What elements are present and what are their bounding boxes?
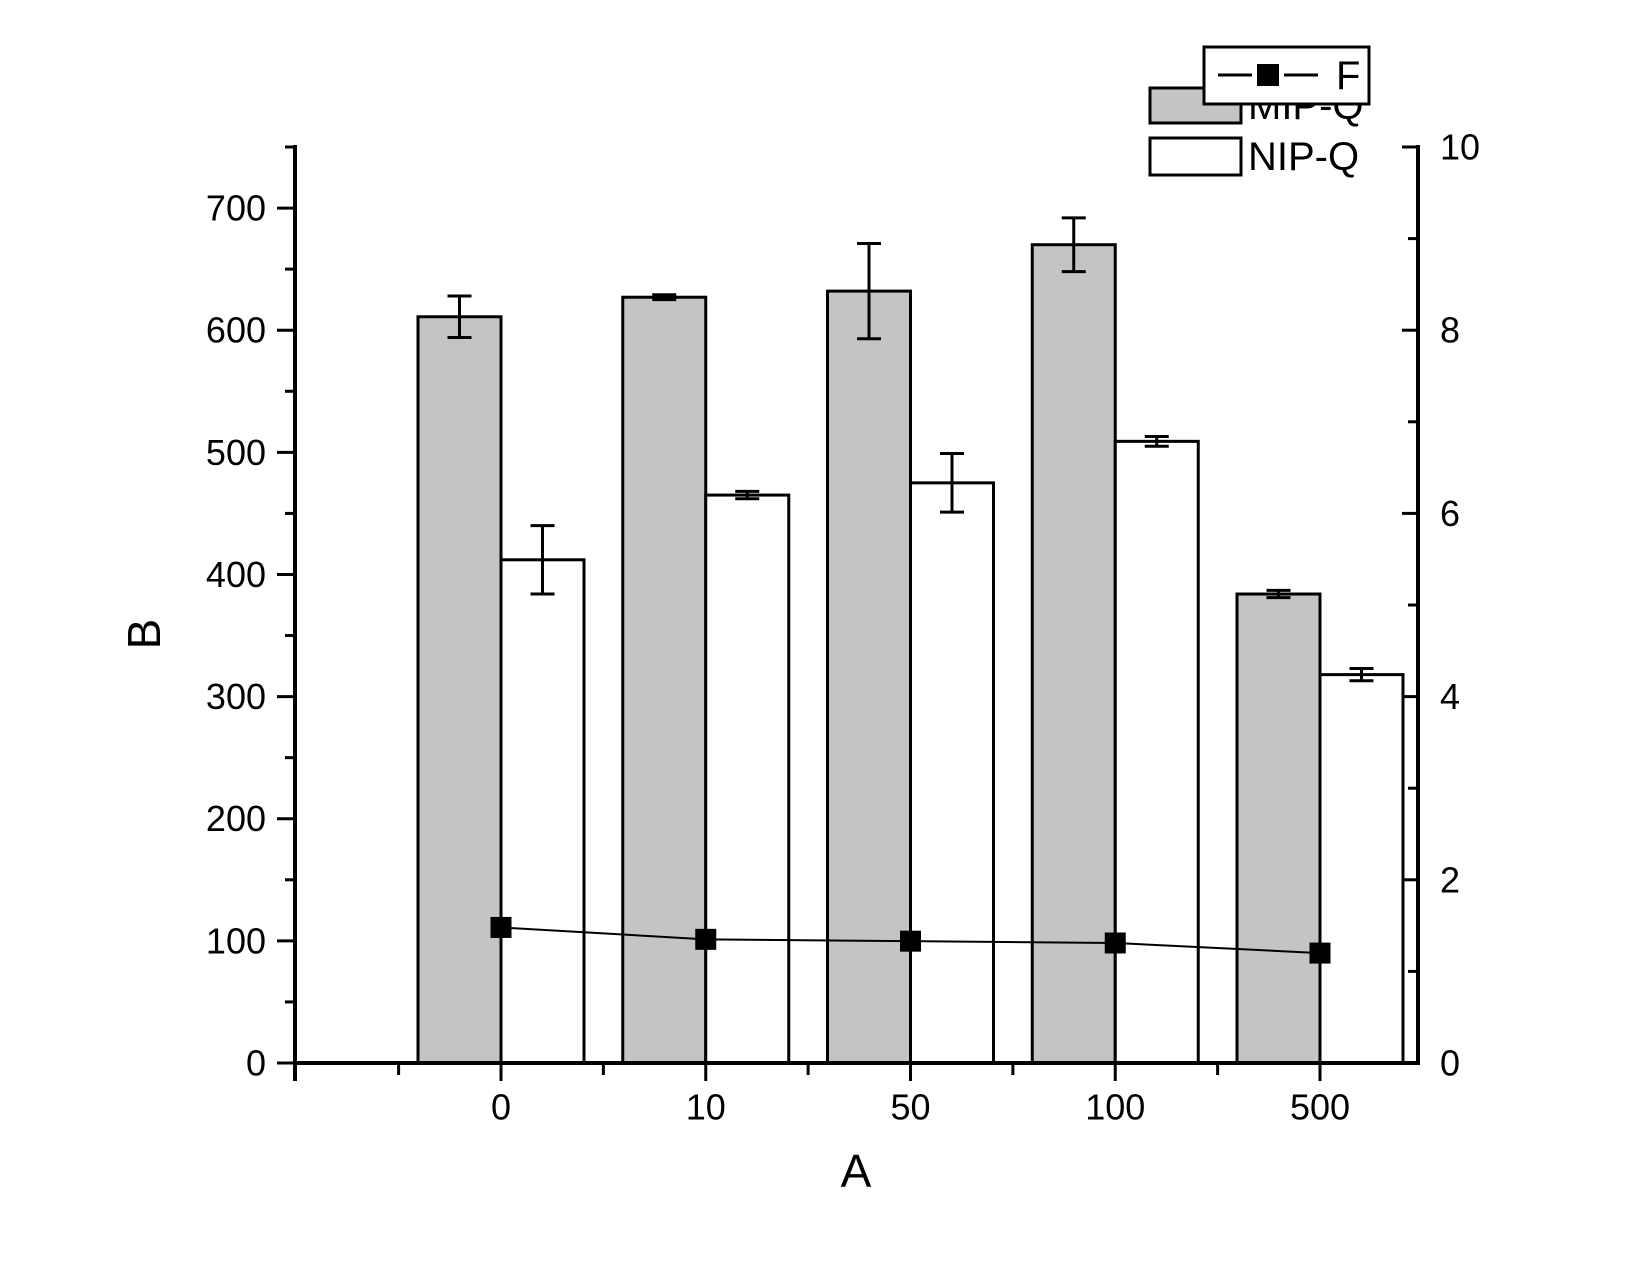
x-axis-title: A — [841, 1145, 872, 1197]
mip-q-bar-1 — [621, 295, 708, 1065]
right-tick-label-8: 8 — [1440, 310, 1460, 351]
right-tick-label-10: 10 — [1440, 127, 1480, 168]
right-tick-label-0: 0 — [1440, 1043, 1460, 1084]
x-tick-label-10: 10 — [686, 1087, 726, 1128]
mip-q-bar-4 — [1235, 592, 1322, 1065]
f-marker-2 — [900, 930, 921, 952]
left-tick-label-0: 0 — [246, 1043, 266, 1084]
nip-q-bar-0 — [499, 558, 586, 1065]
right-tick-label-4: 4 — [1440, 676, 1460, 717]
f-marker-3 — [1104, 932, 1126, 954]
nip-q-bar-1 — [704, 493, 791, 1065]
left-tick-label-300: 300 — [206, 676, 266, 717]
mip-q-bar-0 — [416, 315, 503, 1065]
x-tick-label-50: 50 — [890, 1087, 930, 1128]
mip-q-bar-2 — [826, 289, 912, 1065]
legend-label-nipq: NIP-Q — [1248, 135, 1359, 179]
f-marker-0 — [490, 916, 512, 938]
legend-label-f: F — [1336, 54, 1360, 98]
f-marker-1 — [695, 928, 717, 950]
left-tick-label-100: 100 — [206, 920, 266, 961]
x-tick-label-100: 100 — [1085, 1087, 1145, 1128]
y-axis-title: B — [118, 619, 170, 650]
right-tick-label-2: 2 — [1440, 859, 1460, 900]
nip-q-bar-4 — [1318, 673, 1405, 1065]
right-tick-label-6: 6 — [1440, 493, 1460, 534]
left-tick-label-700: 700 — [206, 188, 266, 229]
nip-q-swatch-icon — [1148, 136, 1243, 177]
left-tick-label-600: 600 — [206, 310, 266, 351]
legend-line-series: F — [1202, 45, 1371, 106]
x-tick-label-0: 0 — [491, 1087, 511, 1128]
nip-q-bar-2 — [909, 481, 995, 1065]
left-tick-label-400: 400 — [206, 554, 266, 595]
x-tick-label-500: 500 — [1290, 1087, 1350, 1128]
left-tick-label-500: 500 — [206, 432, 266, 473]
f-marker-4 — [1309, 942, 1331, 964]
left-tick-label-200: 200 — [206, 798, 266, 839]
nip-q-bar-3 — [1113, 439, 1200, 1065]
mip-q-bar-3 — [1030, 243, 1117, 1065]
f-legend-marker-icon — [1218, 64, 1318, 86]
